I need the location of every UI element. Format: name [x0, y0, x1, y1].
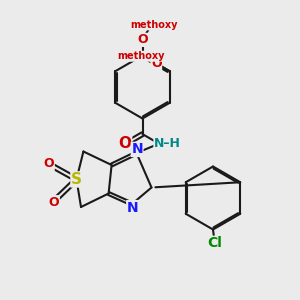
Text: O: O [118, 136, 132, 151]
Text: methoxy: methoxy [130, 20, 178, 30]
Text: O: O [151, 57, 162, 70]
Text: N: N [131, 142, 143, 156]
Text: O: O [44, 157, 54, 170]
Text: O: O [137, 33, 148, 46]
Text: O: O [49, 196, 59, 209]
Text: methoxy: methoxy [117, 51, 164, 61]
Text: S: S [71, 172, 82, 187]
Text: N: N [127, 201, 138, 214]
Text: N–H: N–H [154, 136, 181, 150]
Text: Cl: Cl [207, 236, 222, 250]
